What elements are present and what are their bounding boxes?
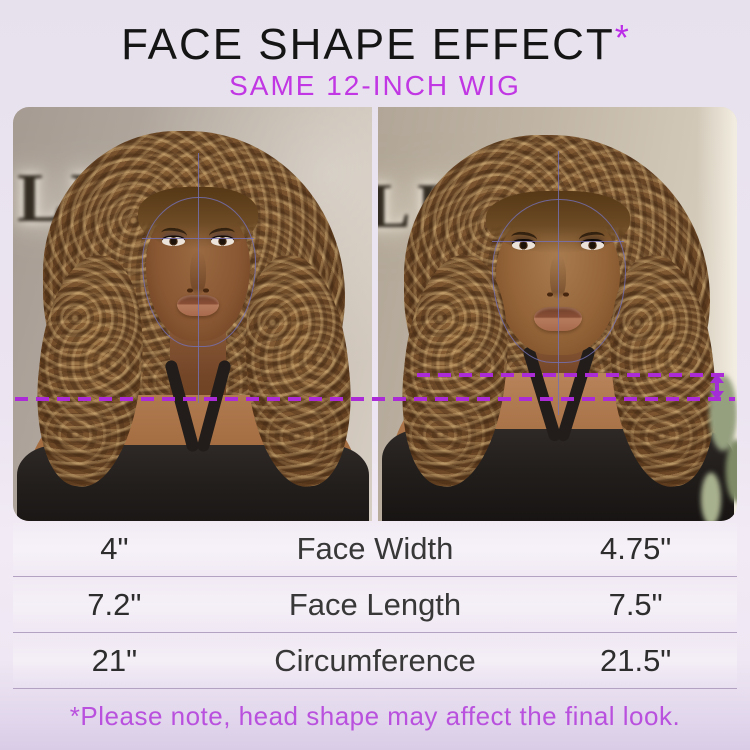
- right-wig-value: 7.5": [608, 586, 663, 622]
- left-wig-value: 21": [91, 642, 138, 678]
- header: FACE SHAPE EFFECT* SAME 12-INCH WIG: [0, 0, 750, 102]
- height-difference-arrow: [710, 374, 724, 400]
- photo-left-smaller-face: LUV: [13, 107, 372, 521]
- face-length-guide-line: [198, 153, 199, 403]
- face-measurement-oval: [142, 197, 256, 347]
- arrow-up-head: [710, 374, 724, 383]
- table-row-circumference: 21" Circumference 21.5": [13, 633, 737, 689]
- page-title: FACE SHAPE EFFECT*: [0, 17, 750, 69]
- right-wig-value: 21.5": [599, 642, 672, 678]
- table-row-face-length: 7.2" Face Length 7.5": [13, 577, 737, 633]
- arrow-shaft: [715, 381, 719, 393]
- face-width-guide-line: [492, 241, 624, 242]
- photo-right-larger-face: LUV: [378, 107, 737, 521]
- comparison-gallery: LUV LUV: [13, 107, 737, 521]
- right-wig-value: 4.75": [599, 530, 672, 566]
- arrow-down-head: [710, 391, 724, 400]
- measurement-label: Circumference: [274, 642, 476, 678]
- left-wig-value: 4": [100, 530, 129, 566]
- face-length-guide-line: [558, 151, 559, 415]
- subtitle: SAME 12-INCH WIG: [229, 70, 521, 101]
- footnote: *Please note, head shape may affect the …: [69, 701, 681, 731]
- shoulder-level-dashed-line-low: [15, 397, 735, 401]
- measurement-label: Face Length: [288, 586, 462, 622]
- measurement-label: Face Width: [296, 530, 454, 566]
- title-text: FACE SHAPE EFFECT: [121, 20, 615, 69]
- face-width-guide-line: [142, 238, 254, 239]
- shoulder-level-dashed-line-high: [417, 373, 731, 377]
- left-wig-value: 7.2": [87, 586, 142, 622]
- title-asterisk: *: [614, 17, 629, 58]
- table-row-face-width: 4" Face Width 4.75": [13, 521, 737, 577]
- plant-decor: [665, 367, 737, 521]
- measurements-table: 4" Face Width 4.75" 7.2" Face Length 7.5…: [13, 521, 737, 689]
- face-measurement-oval: [492, 199, 626, 363]
